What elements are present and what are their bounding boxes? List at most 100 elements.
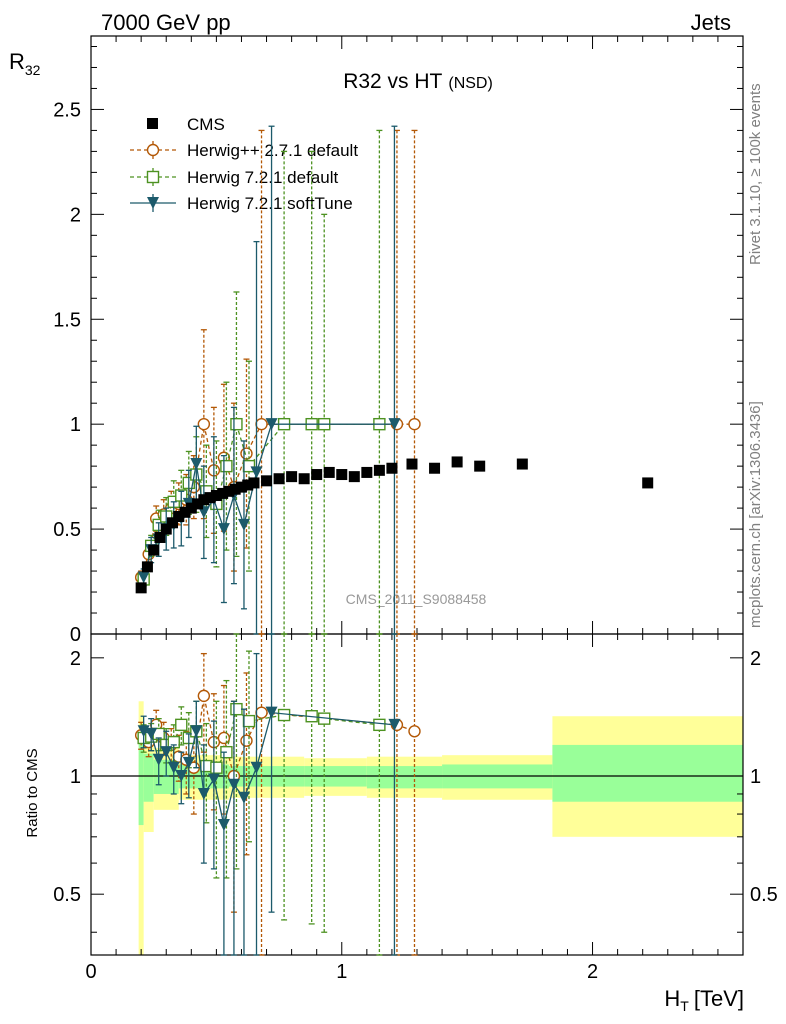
main-ylabel: R32 bbox=[9, 49, 41, 78]
cms-point-1 bbox=[141, 561, 153, 573]
main-series-cms bbox=[135, 456, 654, 594]
ratio-point-herwig-9 bbox=[210, 761, 223, 774]
ratio-point-softtune-12 bbox=[237, 791, 250, 804]
main-point-softtune-15 bbox=[388, 418, 401, 431]
cms-point-25 bbox=[336, 469, 348, 481]
legend-cms-label: CMS bbox=[187, 115, 225, 134]
band-outer-0 bbox=[138, 701, 144, 955]
main-point-herwigpp-12 bbox=[240, 447, 253, 460]
main-ytick-label-1: 1 bbox=[70, 414, 81, 436]
legend-cms-marker bbox=[147, 118, 158, 129]
main-point-herwigpp-13 bbox=[255, 417, 268, 431]
ratio-series-softtune bbox=[137, 633, 401, 956]
ratio-point-softtune-13 bbox=[250, 761, 263, 774]
ratio-point-herwig-11 bbox=[230, 702, 243, 716]
ratio-point-softtune-10 bbox=[217, 819, 230, 832]
cms-point-10 bbox=[198, 494, 210, 506]
xlabel: HT [TeV] bbox=[664, 986, 744, 1014]
ratio-point-softtune-11 bbox=[227, 778, 240, 791]
cms-point-34 bbox=[516, 458, 528, 470]
cms-point-16 bbox=[235, 481, 247, 493]
axis-ticks: 0 1 2 0.5 1 1.5 2 2.5 0 0.5 0.5 1 1 2 2 bbox=[53, 36, 778, 983]
legend-herwig-marker bbox=[146, 170, 160, 184]
cms-point-22 bbox=[298, 473, 310, 485]
main-point-softtune-7 bbox=[190, 458, 203, 471]
ratio-point-softtune-1 bbox=[145, 727, 158, 740]
cms-point-15 bbox=[229, 483, 241, 495]
main-point-softtune-12 bbox=[237, 518, 250, 531]
ratio-point-herwigpp-15 bbox=[408, 725, 421, 738]
cms-point-8 bbox=[185, 502, 197, 514]
cms-point-0 bbox=[135, 582, 147, 594]
cms-point-4 bbox=[160, 523, 172, 535]
cms-point-27 bbox=[361, 466, 373, 478]
ratio-ytick-label-right-1: 1 bbox=[750, 766, 761, 788]
cms-point-14 bbox=[223, 485, 235, 497]
plot-title-suffix: (NSD) bbox=[448, 75, 492, 92]
main-ylabel-r: R bbox=[9, 49, 25, 74]
plot-elements: 0 1 2 0.5 1 1.5 2 2.5 0 0.5 0.5 1 1 2 2 bbox=[53, 35, 778, 983]
cms-point-18 bbox=[248, 477, 260, 489]
cms-point-28 bbox=[373, 464, 385, 476]
main-point-softtune-13 bbox=[250, 466, 263, 479]
ratio-point-softtune-9 bbox=[207, 773, 220, 786]
main-point-herwigpp-8 bbox=[197, 417, 211, 431]
cms-point-29 bbox=[386, 462, 398, 474]
cms-point-5 bbox=[167, 517, 178, 529]
mcplots-text: mcplots.cern.ch [arXiv:1306.3436] bbox=[747, 401, 764, 628]
ratio-point-herwigpp-12 bbox=[240, 734, 253, 747]
rivet-version-text: Rivet 3.1.10, ≥ 100k events bbox=[747, 83, 764, 265]
cms-point-21 bbox=[286, 471, 298, 483]
cms-point-11 bbox=[204, 492, 216, 504]
cms-point-26 bbox=[348, 471, 360, 483]
cms-point-19 bbox=[261, 475, 273, 487]
cms-point-9 bbox=[192, 498, 204, 510]
cms-point-33 bbox=[474, 460, 486, 472]
legend-herwigpp-label: Herwig++ 2.7.1 default bbox=[187, 141, 358, 160]
band-inner-6 bbox=[366, 766, 443, 789]
cms-point-35 bbox=[642, 477, 654, 489]
xlabel-sub: T bbox=[680, 998, 689, 1014]
main-point-herwig-10 bbox=[220, 459, 233, 473]
cms-point-17 bbox=[242, 479, 254, 491]
ratio-ytick-label-left-1: 1 bbox=[70, 766, 81, 788]
cms-point-2 bbox=[148, 544, 160, 556]
ratio-ytick-label-right-0.5: 0.5 bbox=[750, 884, 778, 906]
cms-point-31 bbox=[429, 462, 441, 474]
ratio-point-softtune-14 bbox=[265, 706, 278, 719]
ratio-point-herwig-12 bbox=[242, 714, 256, 728]
ratio-point-softtune-15 bbox=[388, 718, 401, 731]
ratio-point-herwigpp-13 bbox=[255, 706, 268, 719]
ratio-point-herwig-5 bbox=[175, 718, 188, 732]
band-inner-1 bbox=[143, 753, 154, 802]
ratio-point-herwig-13 bbox=[277, 708, 291, 722]
main-ytick-label-1.5: 1.5 bbox=[53, 309, 81, 331]
main-point-softtune-10 bbox=[217, 523, 230, 536]
cms-point-20 bbox=[273, 473, 285, 485]
main-ytick-label-0: 0 bbox=[70, 624, 81, 646]
ratio-point-herwigpp-10 bbox=[217, 731, 231, 745]
cms-point-30 bbox=[406, 458, 418, 470]
band-inner-0 bbox=[138, 737, 144, 826]
legend-herwigpp-marker bbox=[146, 143, 160, 157]
ratio-point-softtune-7 bbox=[190, 725, 203, 738]
cms-point-13 bbox=[217, 487, 229, 499]
main-point-softtune-14 bbox=[265, 418, 278, 431]
ratio-point-softtune-5 bbox=[175, 770, 188, 783]
ratio-point-softtune-6 bbox=[182, 756, 195, 769]
cms-point-23 bbox=[311, 469, 323, 481]
cms-point-12 bbox=[210, 490, 222, 502]
ratio-point-softtune-8 bbox=[197, 787, 210, 800]
ratio-ytick-label-left-2: 2 bbox=[70, 648, 81, 670]
cms-point-6 bbox=[173, 510, 185, 522]
main-point-softtune-0 bbox=[137, 571, 150, 584]
legend-softtune-label: Herwig 7.2.1 softTune bbox=[187, 194, 353, 213]
main-point-herwig-11 bbox=[230, 417, 243, 431]
ratio-ytick-label-left-0.5: 0.5 bbox=[53, 884, 81, 906]
legend: CMS Herwig++ 2.7.1 default Herwig 7.2.1 … bbox=[130, 115, 358, 213]
ratio-point-softtune-3 bbox=[160, 746, 173, 759]
ratio-point-softtune-2 bbox=[152, 753, 165, 766]
xlabel-h: H bbox=[664, 986, 680, 1011]
ratio-ylabel: Ratio to CMS bbox=[24, 748, 41, 837]
